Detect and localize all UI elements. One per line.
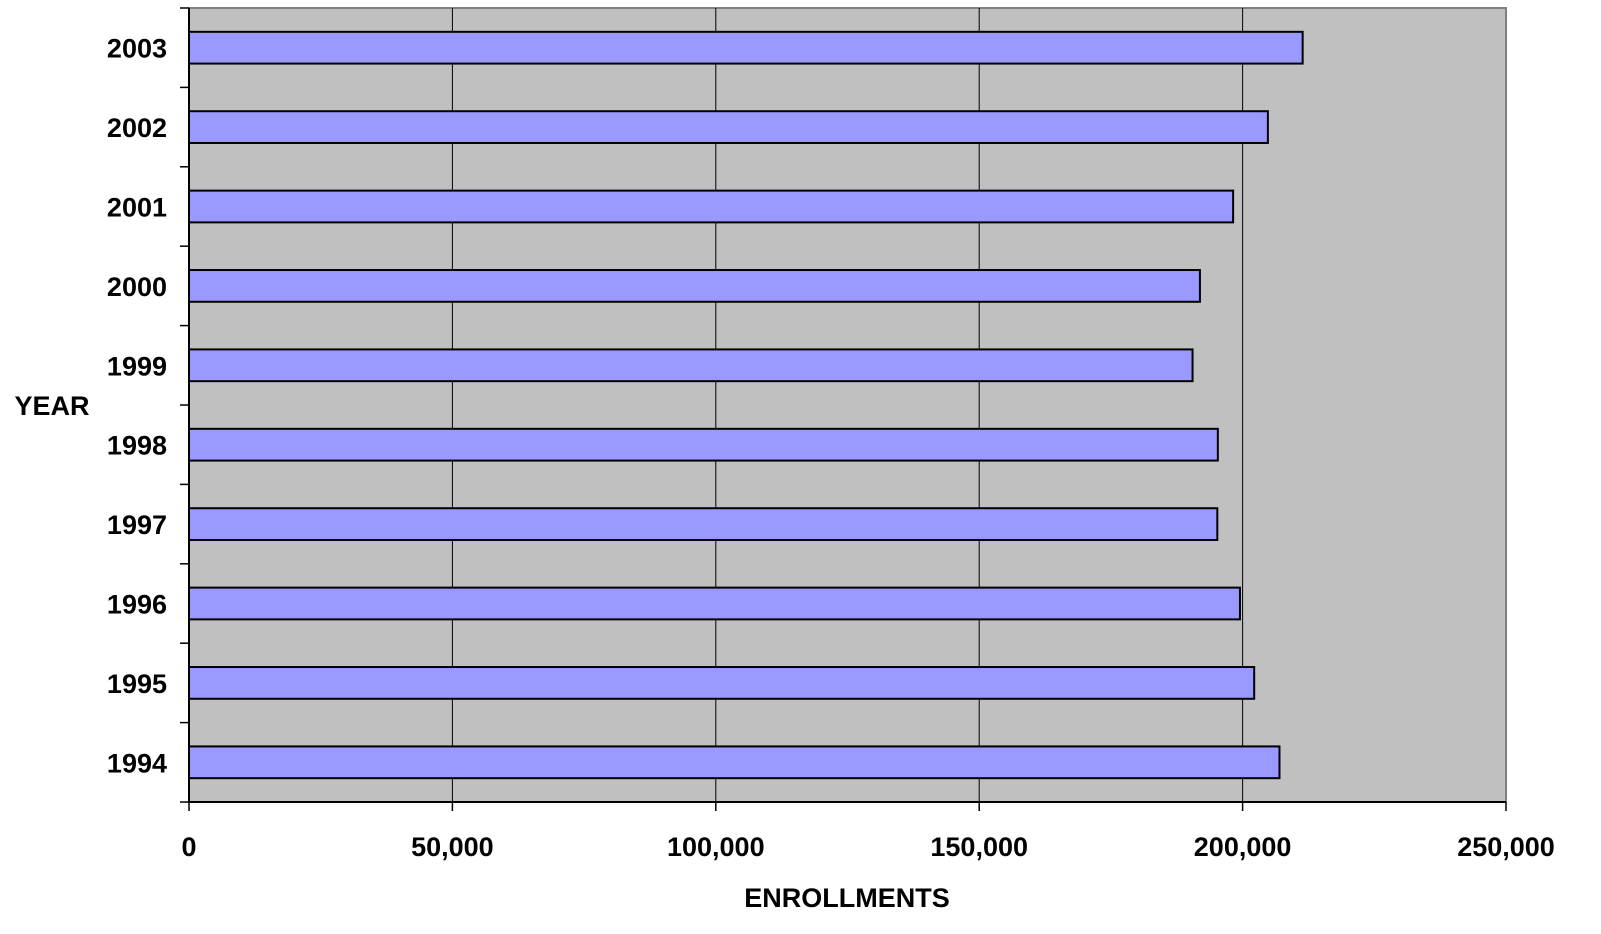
y-tick-labels: 1994 1995 1996 1997 1998 1999 2000 2001 2002 2003 [107, 34, 167, 779]
y-tick-label: 1995 [107, 669, 167, 699]
y-tick-label: 1994 [107, 748, 167, 778]
x-tick-label: 250,000 [1457, 832, 1555, 862]
x-tick-label: 100,000 [667, 832, 765, 862]
axes [180, 7, 1507, 811]
bar-1997 [188, 507, 1219, 541]
x-tick-label: 150,000 [930, 832, 1028, 862]
y-tick-label: 1997 [107, 510, 167, 540]
y-axis-title: YEAR [14, 391, 89, 421]
bar-1994 [188, 745, 1281, 780]
bar-2003 [188, 30, 1304, 65]
bar-1995 [188, 666, 1256, 700]
x-tick-labels: 0 50,000 100,000 150,000 200,000 250,000 [181, 832, 1554, 862]
bar-1996 [188, 586, 1241, 621]
bars [188, 30, 1304, 780]
x-tick-label: 200,000 [1194, 832, 1292, 862]
y-tick-label: 2002 [107, 113, 167, 143]
y-tick-label: 1996 [107, 590, 167, 620]
y-tick-label: 2000 [107, 272, 167, 302]
bar-2002 [188, 110, 1269, 144]
y-tick-label: 1998 [107, 431, 167, 461]
bar-1999 [188, 348, 1194, 383]
bar-2001 [188, 189, 1235, 224]
bar-2000 [188, 269, 1201, 303]
y-tick-label: 2001 [107, 193, 167, 223]
x-tick-label: 0 [181, 832, 196, 862]
y-tick-label: 2003 [107, 34, 167, 64]
bar-1998 [188, 427, 1219, 462]
y-tick-label: 1999 [107, 351, 167, 381]
x-tick-label: 50,000 [411, 832, 494, 862]
x-axis-title: ENROLLMENTS [744, 883, 950, 913]
